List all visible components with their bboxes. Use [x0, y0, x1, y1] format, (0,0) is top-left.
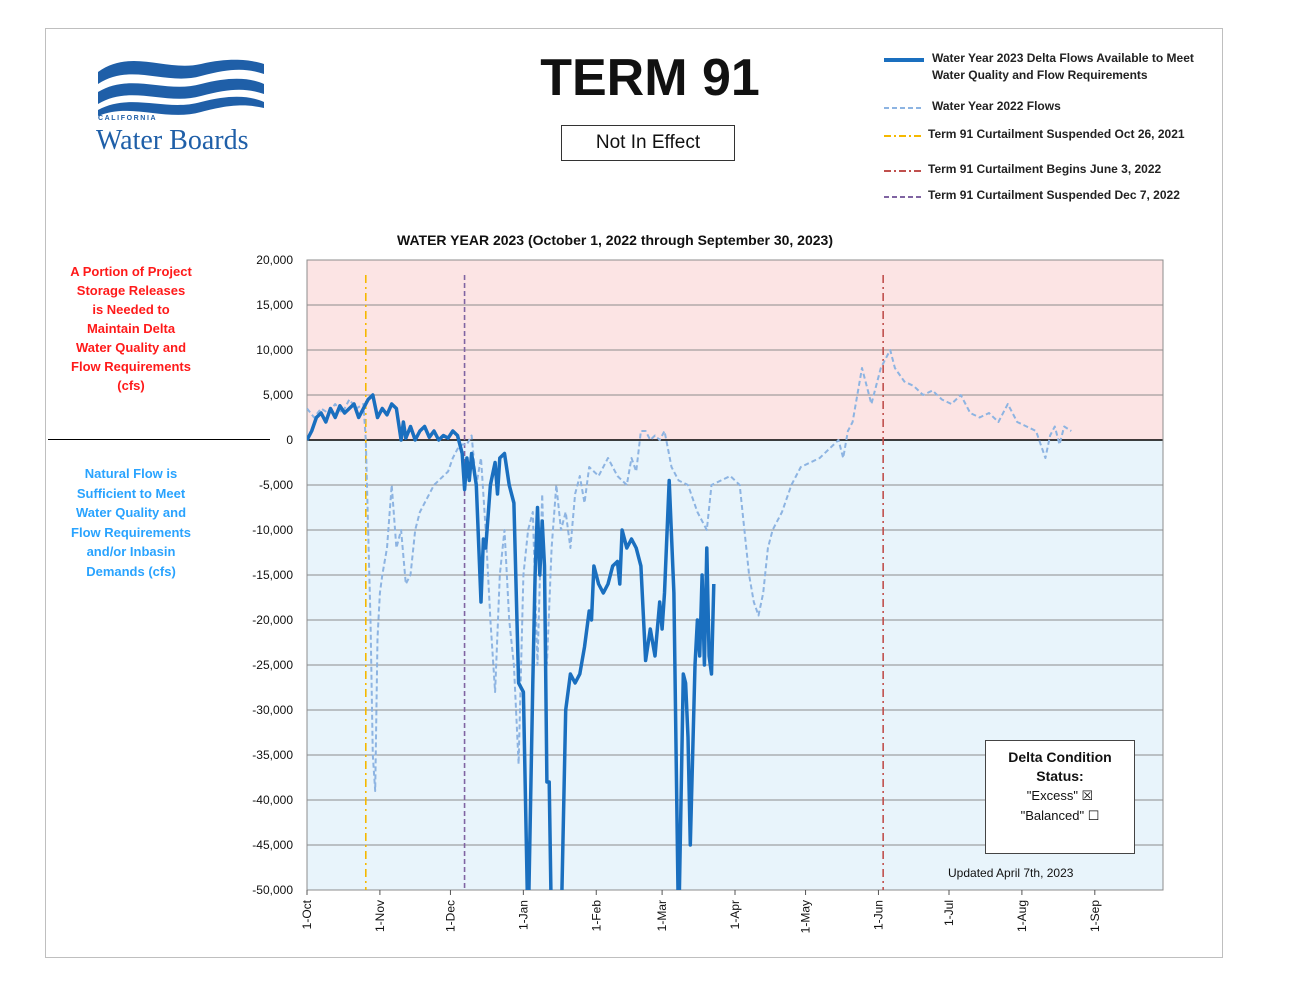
y-tick-label: -5,000 [259, 478, 293, 492]
x-tick-label: 1-Dec [443, 900, 457, 932]
zero-divider [48, 439, 270, 440]
x-tick-label: 1-Mar [655, 900, 669, 931]
page-title: TERM 91 [540, 49, 760, 107]
y-tick-label: -30,000 [252, 703, 293, 717]
series-line-wy2022 [307, 349, 1072, 792]
y-tick-label: -25,000 [252, 658, 293, 672]
delta-condition-title: Delta Condition Status: [1008, 749, 1112, 784]
legend-label: Term 91 Curtailment Suspended Dec 7, 202… [928, 188, 1180, 202]
legend-swatch-solid [884, 58, 924, 62]
x-tick-label: 1-Apr [728, 900, 742, 929]
x-tick-label: 1-Jul [942, 900, 956, 926]
x-tick-label: 1-Nov [373, 900, 387, 932]
legend-label: Term 91 Curtailment Suspended Oct 26, 20… [928, 127, 1185, 141]
legend-label: Water Year 2022 Flows [932, 99, 1061, 113]
x-tick-label: 1-Aug [1015, 900, 1029, 932]
status-excess: "Excess" ☒ [1026, 788, 1094, 803]
legend-item-dec7: Term 91 Curtailment Suspended Dec 7, 202… [884, 187, 1180, 204]
x-tick-label: 1-Sep [1088, 900, 1102, 932]
legend-label: Term 91 Curtailment Begins June 3, 2022 [928, 162, 1162, 176]
legend-swatch-dashed-purple [884, 196, 922, 198]
deficit-zone-label: A Portion of Project Storage Releases is… [70, 264, 192, 393]
legend-item-wy2023: Water Year 2023 Delta Flows Available to… [884, 50, 1202, 84]
chart-title: WATER YEAR 2023 (October 1, 2022 through… [397, 232, 833, 248]
x-tick-label: 1-Jan [516, 900, 530, 930]
updated-date: Updated April 7th, 2023 [948, 866, 1074, 880]
legend-swatch-dashdot-red [884, 170, 922, 172]
y-tick-label: -50,000 [252, 883, 293, 897]
x-tick-label: 1-Feb [589, 900, 603, 932]
y-tick-label: -10,000 [252, 523, 293, 537]
y-tick-label: -45,000 [252, 838, 293, 852]
y-tick-label: 15,000 [256, 298, 293, 312]
water-boards-wave-icon [98, 59, 264, 116]
term-status-badge: Not In Effect [561, 125, 735, 161]
y-tick-label: -35,000 [252, 748, 293, 762]
legend-item-wy2022: Water Year 2022 Flows [884, 98, 1061, 115]
legend-label: Water Year 2023 Delta Flows Available to… [932, 51, 1194, 82]
delta-condition-panel: Delta Condition Status: "Excess" ☒ "Bala… [985, 740, 1135, 854]
y-tick-label: -15,000 [252, 568, 293, 582]
flow-chart: 20,000 15,000 10,000 5,000 0 -5,000 -10,000 -15… [252, 253, 1164, 933]
legend-item-jun3: Term 91 Curtailment Begins June 3, 2022 [884, 161, 1161, 178]
status-balanced: "Balanced" ☐ [1020, 808, 1100, 823]
y-tick-label: 0 [286, 433, 293, 447]
x-tick-label: 1-Jun [871, 900, 885, 930]
logo-wordmark: Water Boards [96, 125, 249, 156]
logo-state-text: CALIFORNIA [98, 115, 158, 122]
x-tick-label: 1-May [799, 900, 813, 933]
y-tick-label: 5,000 [263, 388, 293, 402]
y-tick-label: -20,000 [252, 613, 293, 627]
y-tick-label: 20,000 [256, 253, 293, 267]
y-tick-label: 10,000 [256, 343, 293, 357]
series-line-wy2023 [307, 393, 716, 890]
y-tick-label: -40,000 [252, 793, 293, 807]
legend-item-oct26: Term 91 Curtailment Suspended Oct 26, 20… [884, 126, 1185, 143]
legend-swatch-dashed [884, 107, 924, 109]
legend-swatch-dashdot-yellow [884, 135, 922, 137]
surplus-zone-label: Natural Flow is Sufficient to Meet Water… [71, 466, 191, 579]
x-tick-label: 1-Oct [300, 899, 314, 929]
